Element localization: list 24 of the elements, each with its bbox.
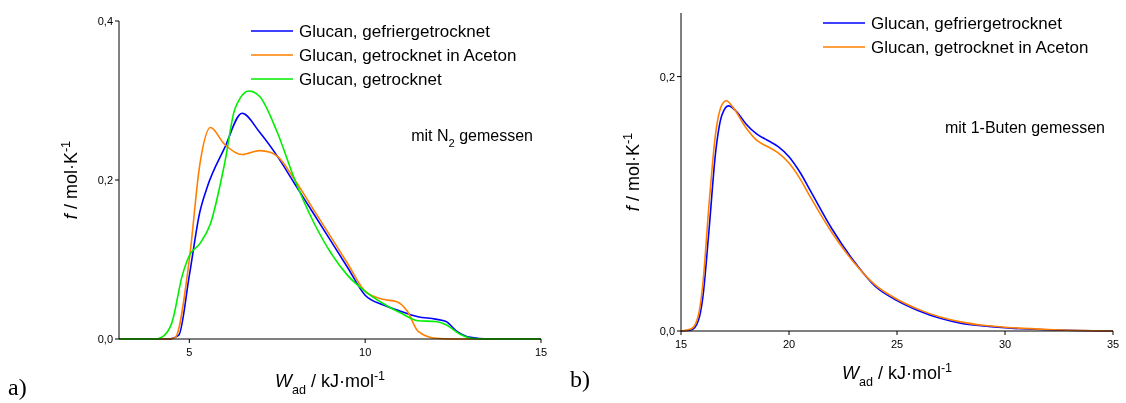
y-tick-label: 0,2 [659, 70, 675, 83]
legend-label: Glucan, gefriergetrocknet [871, 14, 1063, 33]
annotation: mit N$_{2}$ gemessen [411, 127, 533, 149]
y-tick-label: 0,0 [659, 325, 675, 337]
legend-label: Glucan, getrocknet [299, 70, 442, 89]
x-tick-label: 15 [534, 346, 548, 358]
text: b) [570, 366, 590, 392]
legend-label: Glucan, getrocknet in Aceton [871, 38, 1089, 57]
x-tick-label: 5 [186, 346, 193, 358]
legend-label: Glucan, gefriergetrocknet [299, 22, 491, 41]
x-tick-label: 25 [890, 338, 904, 350]
x-axis-title: W$_{ad}$ / kJ·mol$^{-1}$ [274, 369, 386, 397]
y-tick-label: 0,2 [97, 174, 113, 186]
annotation: mit 1-Buten gemessen [944, 119, 1105, 136]
y-tick-label: 0,4 [97, 15, 113, 27]
x-tick-label: 20 [782, 338, 796, 350]
legend-label: Glucan, getrocknet in Aceton [299, 46, 517, 65]
x-tick-label: 15 [674, 338, 688, 350]
x-axis-title: W$_{ad}$ / kJ·mol$^{-1}$ [841, 361, 953, 389]
y-tick-label: 0,0 [97, 333, 113, 345]
text: a) [8, 374, 27, 400]
x-tick-label: 35 [1106, 338, 1120, 350]
x-tick-label: 10 [359, 346, 372, 358]
x-tick-label: 30 [998, 338, 1012, 350]
